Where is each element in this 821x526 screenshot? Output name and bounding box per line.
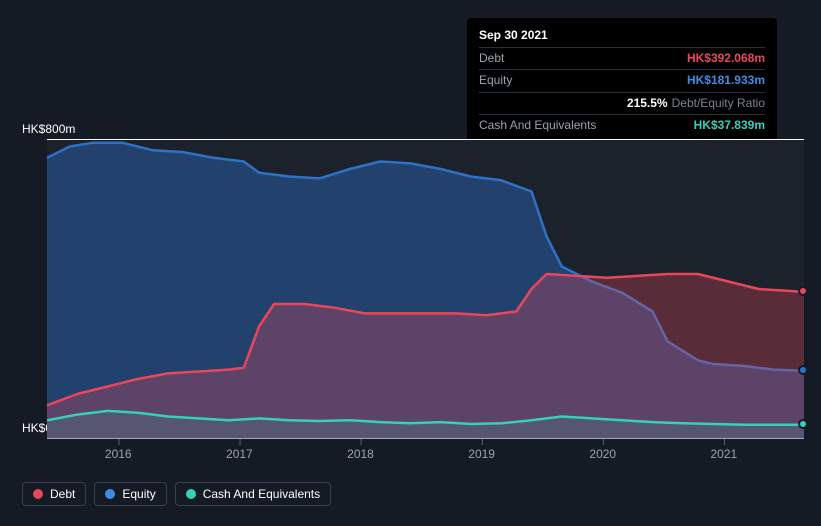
legend-swatch-debt [33, 489, 43, 499]
marker-equity [798, 365, 808, 375]
chart-tooltip: Sep 30 2021 Debt HK$392.068m Equity HK$1… [467, 18, 777, 144]
legend-swatch-equity [105, 489, 115, 499]
x-tick-label: 2019 [468, 447, 495, 461]
tooltip-debt-label: Debt [479, 49, 504, 68]
marker-debt [798, 286, 808, 296]
x-tick-label: 2018 [347, 447, 374, 461]
tooltip-ratio: 215.5% Debt/Equity Ratio [627, 94, 765, 113]
x-tick-label: 2021 [711, 447, 738, 461]
legend-label-equity: Equity [122, 487, 155, 501]
tooltip-cash-value: HK$37.839m [694, 116, 765, 135]
tooltip-debt-value: HK$392.068m [687, 49, 765, 68]
tooltip-date: Sep 30 2021 [479, 26, 765, 45]
legend: Debt Equity Cash And Equivalents [22, 482, 331, 506]
x-tick-label: 2016 [105, 447, 132, 461]
legend-item-debt[interactable]: Debt [22, 482, 86, 506]
legend-item-equity[interactable]: Equity [94, 482, 166, 506]
chart-plot [47, 139, 804, 459]
tooltip-equity-label: Equity [479, 71, 512, 90]
x-tick-label: 2020 [589, 447, 616, 461]
legend-label-debt: Debt [50, 487, 75, 501]
marker-cash [798, 419, 808, 429]
tooltip-cash-label: Cash And Equivalents [479, 116, 596, 135]
x-tick-label: 2017 [226, 447, 253, 461]
legend-item-cash[interactable]: Cash And Equivalents [175, 482, 331, 506]
legend-label-cash: Cash And Equivalents [203, 487, 320, 501]
y-axis-top-label: HK$800m [22, 122, 75, 136]
legend-swatch-cash [186, 489, 196, 499]
tooltip-ratio-value: 215.5% [627, 96, 668, 110]
tooltip-equity-value: HK$181.933m [687, 71, 765, 90]
tooltip-ratio-label: Debt/Equity Ratio [672, 96, 765, 110]
